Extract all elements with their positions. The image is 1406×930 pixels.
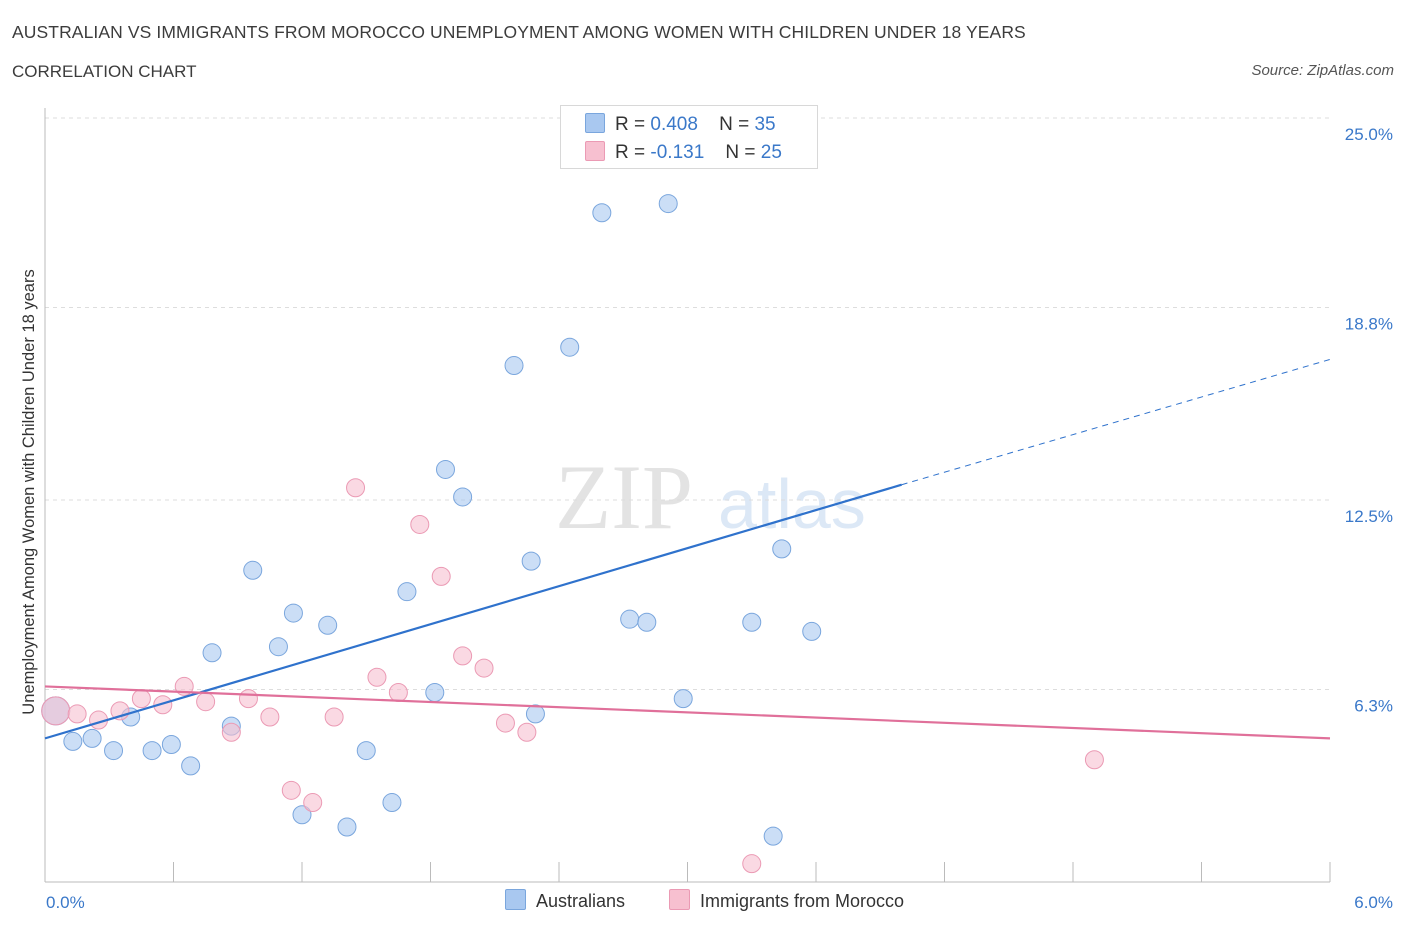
chart-subtitle: CORRELATION CHART — [12, 62, 197, 81]
morocco-point — [131, 689, 151, 709]
stats-legend: R = 0.408 N = 35 R = -0.131 N = 25 — [560, 105, 818, 169]
australians-point — [397, 582, 417, 602]
morocco-trend-line — [44, 685, 1331, 740]
morocco-point — [221, 722, 241, 742]
series-legend-australians[interactable]: Australians — [505, 889, 625, 912]
australians-points — [41, 194, 822, 846]
stats-legend-row-australians: R = 0.408 N = 35 — [585, 113, 776, 137]
y-tick-label: 18.8% — [1345, 314, 1393, 333]
australians-point — [504, 356, 524, 376]
australians-point — [161, 734, 181, 754]
australians-trend-extension — [901, 358, 1331, 486]
y-tick-label: 6.3% — [1354, 696, 1393, 715]
australians-point — [772, 539, 792, 559]
australians-point — [283, 603, 303, 623]
australians-point — [318, 615, 338, 635]
australians-point — [521, 551, 541, 571]
australians-point — [560, 337, 580, 357]
morocco-legend-swatch — [669, 889, 690, 910]
australians-point — [181, 756, 201, 776]
watermark-zip: ZIP — [555, 446, 693, 548]
australians-point — [802, 621, 822, 641]
morocco-point — [742, 854, 762, 874]
morocco-point — [367, 667, 387, 687]
australians-point — [337, 817, 357, 837]
australians-point — [620, 609, 640, 629]
australians-point — [525, 704, 545, 724]
australians-point — [243, 560, 263, 580]
morocco-point — [67, 704, 87, 724]
n-label: N = — [725, 142, 756, 163]
australians-point — [268, 637, 288, 657]
australians-point — [658, 194, 678, 214]
x-tick-label-max: 6.0% — [1354, 893, 1393, 912]
australians-legend-swatch — [505, 889, 526, 910]
australians-point — [637, 612, 657, 632]
morocco-point — [517, 722, 537, 742]
australians-point — [82, 728, 102, 748]
morocco-point — [1084, 750, 1104, 770]
morocco-point — [346, 478, 366, 498]
chart-title: AUSTRALIAN VS IMMIGRANTS FROM MOROCCO UN… — [12, 22, 1026, 42]
australians-point — [673, 689, 693, 709]
australians-legend-label: Australians — [536, 891, 626, 911]
y-tick-label: 12.5% — [1345, 507, 1393, 526]
australians-trend-line — [44, 483, 902, 740]
morocco-point — [238, 689, 258, 709]
australians-point — [142, 741, 162, 761]
morocco-point — [303, 793, 323, 813]
morocco-points — [41, 478, 1104, 874]
x-tick-label-min: 0.0% — [46, 893, 85, 912]
australians-point — [63, 731, 83, 751]
y-axis-label: Unemployment Among Women with Children U… — [20, 269, 38, 714]
n-label: N = — [719, 114, 750, 135]
morocco-point — [388, 683, 408, 703]
australians-point — [292, 805, 312, 825]
morocco-point — [453, 646, 473, 666]
australians-point — [356, 741, 376, 761]
australians-swatch — [585, 113, 605, 133]
australians-point — [425, 683, 445, 703]
morocco-point — [431, 566, 451, 586]
morocco-point — [410, 514, 430, 534]
stats-legend-row-morocco: R = -0.131 N = 25 — [585, 141, 782, 165]
series-legend-morocco[interactable]: Immigrants from Morocco — [669, 889, 904, 912]
y-tick-label: 25.0% — [1345, 125, 1393, 144]
australians-r-value: 0.408 — [650, 114, 698, 135]
australians-point — [742, 612, 762, 632]
morocco-point — [153, 695, 173, 715]
morocco-point — [474, 658, 494, 678]
australians-point — [202, 643, 222, 663]
morocco-point — [260, 707, 280, 727]
morocco-point — [495, 713, 515, 733]
morocco-n-value: 25 — [760, 142, 782, 163]
morocco-legend-label: Immigrants from Morocco — [700, 891, 905, 911]
morocco-r-value: -0.131 — [650, 142, 705, 163]
source-credit: Source: ZipAtlas.com — [1251, 62, 1394, 79]
morocco-swatch — [585, 141, 605, 161]
morocco-point — [196, 692, 216, 712]
australians-point — [104, 741, 124, 761]
morocco-point — [281, 780, 301, 800]
australians-point — [435, 459, 455, 479]
australians-point — [763, 826, 783, 846]
r-label: R = — [615, 114, 646, 135]
australians-n-value: 35 — [754, 114, 776, 135]
watermark-atlas: atlas — [718, 465, 866, 543]
morocco-point — [41, 696, 71, 726]
morocco-point — [324, 707, 344, 727]
australians-point — [453, 487, 473, 507]
australians-point — [592, 203, 612, 223]
r-label: R = — [615, 142, 646, 163]
australians-point — [382, 793, 402, 813]
